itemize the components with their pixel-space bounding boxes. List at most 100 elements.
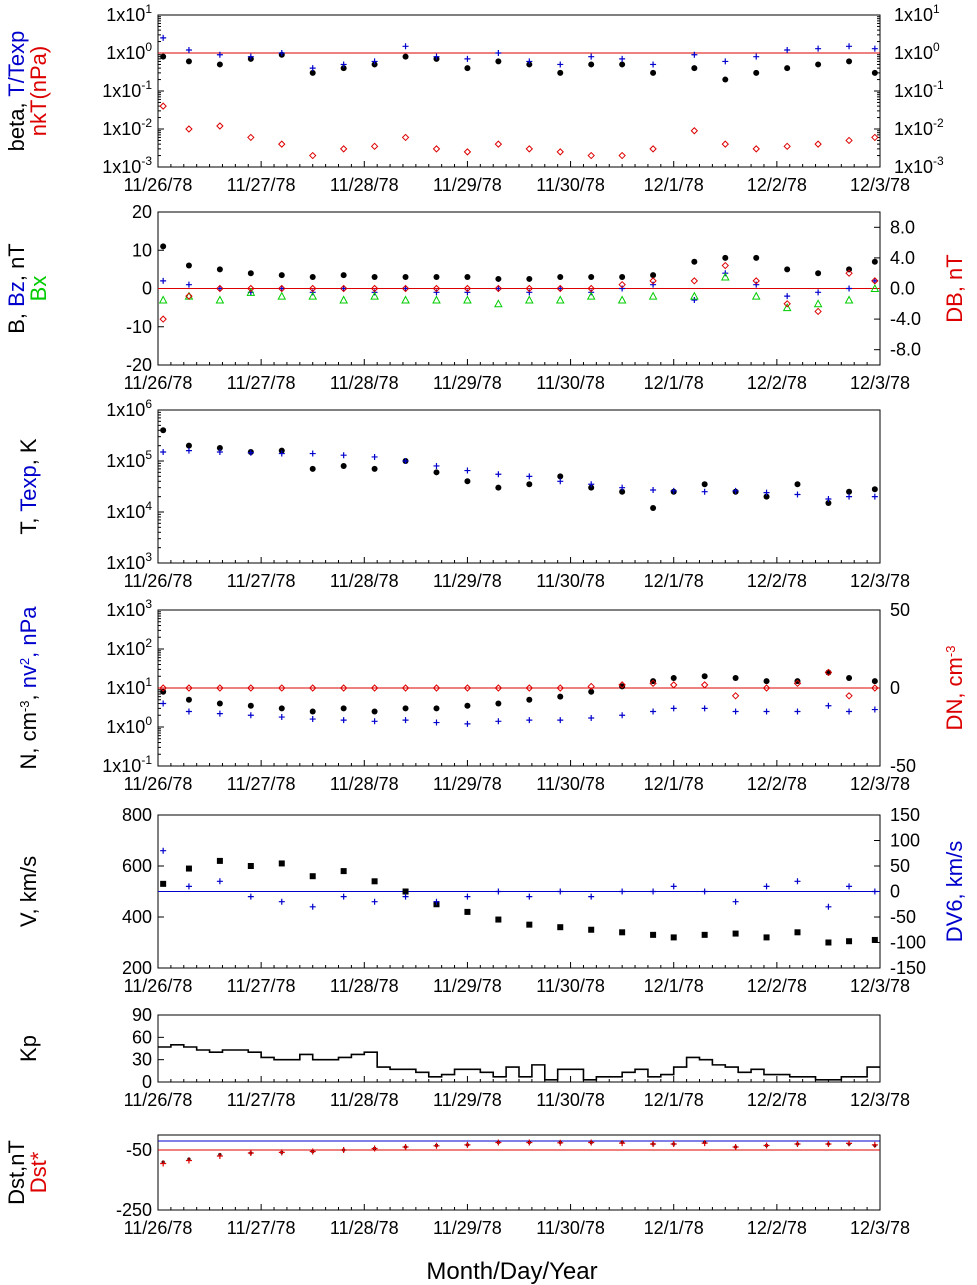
x-tick-label: 12/2/78: [747, 976, 807, 996]
data-point: [846, 708, 853, 715]
data-point: [432, 284, 441, 293]
data-point: [309, 903, 316, 910]
data-point: [557, 274, 564, 281]
x-tick-label: 11/27/78: [227, 175, 296, 195]
data-point: [557, 61, 564, 68]
x-tick-label: 11/27/78: [227, 373, 296, 393]
data-point: [815, 289, 822, 296]
x-tick-label: 12/2/78: [747, 1090, 807, 1110]
data-point: [701, 888, 708, 895]
y-tick-label-right: 1x10-3: [894, 154, 944, 177]
y2-tick-label: 150: [890, 805, 920, 825]
x-tick-label: 11/28/78: [330, 571, 399, 591]
data-point: [619, 683, 626, 690]
y2-tick-label: 4.0: [890, 248, 915, 268]
data-point: [159, 684, 167, 692]
data-point: [618, 681, 626, 689]
data-point: [402, 274, 409, 281]
data-point: [185, 262, 192, 269]
x-tick-label: 12/1/78: [644, 774, 704, 794]
data-point: [870, 283, 880, 292]
data-point: [825, 903, 832, 910]
data-point: [691, 51, 698, 58]
data-point: [782, 303, 792, 312]
data-point: [216, 444, 223, 451]
data-point: [556, 284, 564, 293]
y-axis-label: Dst,nT: [4, 1140, 29, 1205]
data-point: [690, 291, 699, 300]
x-tick-label: 12/3/78: [850, 373, 910, 393]
data-point: [309, 69, 316, 76]
data-point: [526, 289, 533, 296]
data-point: [247, 133, 255, 142]
data-point: [586, 291, 596, 300]
data-point: [494, 299, 503, 308]
data-point: [794, 708, 801, 715]
data-point: [309, 873, 316, 880]
data-point: [433, 898, 440, 905]
series-n: [160, 669, 878, 715]
data-point: [278, 50, 285, 56]
y-axis-label-2: Bx: [26, 276, 51, 302]
data-point: [246, 287, 256, 296]
data-point: [846, 285, 853, 292]
data-point: [557, 285, 564, 292]
y-tick-label: -20: [126, 355, 152, 375]
data-point: [753, 281, 760, 288]
data-point: [825, 702, 832, 709]
data-point: [309, 151, 317, 160]
data-point: [871, 69, 878, 76]
y-tick-label: 60: [132, 1027, 152, 1047]
data-point: [278, 450, 285, 457]
data-point: [732, 898, 739, 905]
data-point: [815, 45, 822, 52]
y-tick-label-right: 1x101: [894, 2, 940, 25]
series-dst: [161, 1140, 877, 1164]
y-tick-label: 1x103: [106, 550, 152, 573]
data-point: [526, 58, 533, 65]
y2-tick-label: 50: [890, 600, 910, 620]
data-point: [722, 58, 729, 65]
x-tick-label: 12/3/78: [850, 175, 910, 195]
data-point: [309, 274, 316, 281]
data-point: [871, 684, 879, 692]
data-point: [618, 280, 626, 289]
x-tick-label: 11/30/78: [536, 1218, 605, 1238]
data-point: [495, 888, 502, 895]
data-point: [846, 1140, 853, 1147]
data-point: [216, 51, 223, 58]
x-tick-label: 11/29/78: [433, 1090, 502, 1110]
data-point: [619, 888, 626, 895]
data-point: [185, 125, 193, 133]
data-point: [216, 449, 223, 456]
data-point: [871, 678, 878, 685]
x-tick-label: 11/30/78: [536, 373, 605, 393]
data-point: [794, 1141, 801, 1147]
panel-n: 11/26/78 11/27/78 11/28/78 11/29/78 11/30/78…: [16, 597, 967, 794]
data-point: [619, 484, 626, 491]
y-tick-label-right: 1x100: [894, 40, 940, 63]
data-point: [691, 258, 698, 265]
data-point: [160, 700, 167, 707]
data-point: [556, 684, 564, 692]
data-point: [371, 274, 378, 281]
data-point: [432, 684, 441, 692]
y2-tick-label: 0: [890, 882, 900, 902]
data-point: [278, 285, 285, 292]
data-point: [371, 58, 378, 65]
x-tick-label: 11/28/78: [330, 1218, 399, 1238]
data-point: [160, 427, 167, 434]
panel-frame: [157, 14, 881, 168]
y-tick-label: 1x10-3: [102, 154, 152, 177]
data-point: [557, 717, 564, 724]
data-point: [433, 705, 440, 712]
data-point: [464, 893, 471, 900]
data-point: [402, 285, 409, 292]
y-tick-label: -50: [126, 1140, 152, 1160]
y-tick-label: 400: [122, 907, 152, 927]
data-point: [464, 467, 471, 474]
data-point: [844, 295, 854, 304]
x-tick-label: 11/28/78: [330, 1090, 399, 1110]
x-tick-label: 11/26/78: [124, 1218, 193, 1238]
data-point: [784, 65, 791, 72]
